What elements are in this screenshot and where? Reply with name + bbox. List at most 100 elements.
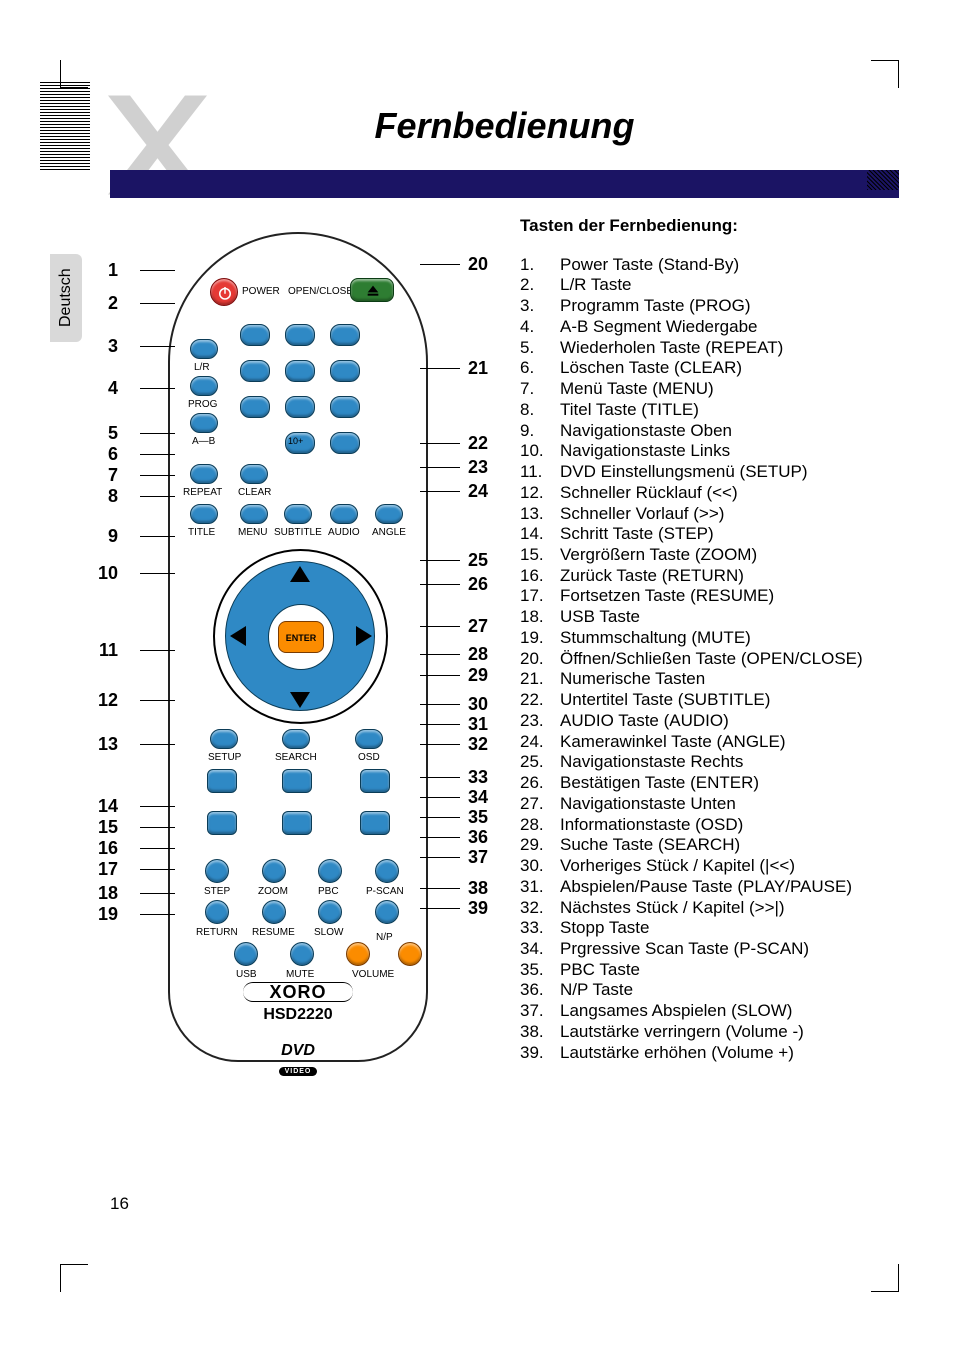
callout-line xyxy=(420,857,460,858)
callout-num-right: 36 xyxy=(468,827,494,848)
callout-num-right: 35 xyxy=(468,807,494,828)
list-item-text: Power Taste (Stand-By) xyxy=(560,255,899,276)
list-item-num: 7. xyxy=(520,379,560,400)
crop-mark xyxy=(871,1264,899,1292)
list-item: 1.Power Taste (Stand-By) xyxy=(520,255,899,276)
list-item-num: 35. xyxy=(520,960,560,981)
vol-minus-button xyxy=(398,942,422,966)
callout-line xyxy=(420,744,460,745)
list-item-num: 22. xyxy=(520,690,560,711)
list-item: 4.A-B Segment Wiedergabe xyxy=(520,317,899,338)
callout-line xyxy=(140,806,175,807)
callout-num-right: 38 xyxy=(468,878,494,899)
list-item-num: 5. xyxy=(520,338,560,359)
callout-num-left: 6 xyxy=(92,444,118,465)
callout-num-left: 4 xyxy=(92,378,118,399)
callout-line xyxy=(140,893,175,894)
callout-num-left: 18 xyxy=(92,883,118,904)
callout-line xyxy=(140,650,175,651)
osd-button xyxy=(355,729,383,749)
list-item-num: 25. xyxy=(520,752,560,773)
list-item: 20.Öffnen/Schließen Taste (OPEN/CLOSE) xyxy=(520,649,899,670)
angle-button xyxy=(375,504,403,524)
list-item-text: Informationstaste (OSD) xyxy=(560,815,899,836)
callout-line xyxy=(420,264,460,265)
list-item: 31.Abspielen/Pause Taste (PLAY/PAUSE) xyxy=(520,877,899,898)
ab-label: A—B xyxy=(192,436,215,447)
callout-line xyxy=(140,388,175,389)
pscan-button xyxy=(375,859,399,883)
menu-button xyxy=(240,504,268,524)
callout-line xyxy=(420,777,460,778)
tenplus-label: 10+ xyxy=(288,436,303,446)
list-item-text: Vergrößern Taste (ZOOM) xyxy=(560,545,899,566)
callout-line xyxy=(420,491,460,492)
list-item-num: 23. xyxy=(520,711,560,732)
list-item: 14.Schritt Taste (STEP) xyxy=(520,524,899,545)
model-name: HSD2220 xyxy=(170,1006,426,1024)
callout-num-left: 13 xyxy=(92,734,118,755)
callout-num-left: 16 xyxy=(92,838,118,859)
callout-line xyxy=(420,654,460,655)
np-button xyxy=(375,900,399,924)
power-button xyxy=(210,278,238,306)
list-item-num: 10. xyxy=(520,441,560,462)
audio-label: AUDIO xyxy=(328,527,360,538)
setup-button xyxy=(210,729,238,749)
np-label: N/P xyxy=(376,932,393,943)
callout-num-right: 33 xyxy=(468,767,494,788)
prog-label: PROG xyxy=(188,399,217,410)
callout-num-right: 30 xyxy=(468,694,494,715)
rewind-button xyxy=(207,769,237,793)
callout-num-left: 5 xyxy=(92,423,118,444)
callout-num-right: 28 xyxy=(468,644,494,665)
enter-button: ENTER xyxy=(278,621,324,653)
list-item: 22.Untertitel Taste (SUBTITLE) xyxy=(520,690,899,711)
list-item: 36.N/P Taste xyxy=(520,980,899,1001)
callout-line xyxy=(420,908,460,909)
list-item-text: Zurück Taste (RETURN) xyxy=(560,566,899,587)
list-item: 34.Prgressive Scan Taste (P-SCAN) xyxy=(520,939,899,960)
callout-num-left: 12 xyxy=(92,690,118,711)
list-item: 8.Titel Taste (TITLE) xyxy=(520,400,899,421)
callout-line xyxy=(420,888,460,889)
callout-line xyxy=(420,560,460,561)
callout-num-right: 27 xyxy=(468,616,494,637)
list-item: 23.AUDIO Taste (AUDIO) xyxy=(520,711,899,732)
callout-num-right: 34 xyxy=(468,787,494,808)
list-item-num: 16. xyxy=(520,566,560,587)
nav-up-icon xyxy=(290,566,310,582)
nav-right-icon xyxy=(356,626,372,646)
callout-num-right: 21 xyxy=(468,358,494,379)
list-item: 3.Programm Taste (PROG) xyxy=(520,296,899,317)
list-item-text: N/P Taste xyxy=(560,980,899,1001)
return-label: RETURN xyxy=(196,927,238,938)
list-item: 24.Kamerawinkel Taste (ANGLE) xyxy=(520,732,899,753)
mute-label: MUTE xyxy=(286,969,314,980)
callout-line xyxy=(140,869,175,870)
callout-num-left: 2 xyxy=(92,293,118,314)
callout-line xyxy=(140,454,175,455)
num-3 xyxy=(330,324,360,346)
list-item-text: Schneller Vorlauf (>>) xyxy=(560,504,899,525)
num-4 xyxy=(240,360,270,382)
callout-num-left: 1 xyxy=(92,260,118,281)
list-item: 27.Navigationstaste Unten xyxy=(520,794,899,815)
title-label: TITLE xyxy=(188,527,215,538)
button-list: 1.Power Taste (Stand-By)2.L/R Taste3.Pro… xyxy=(520,255,899,1064)
callout-line xyxy=(140,346,175,347)
nav-down-icon xyxy=(290,692,310,708)
subtitle-button xyxy=(284,504,312,524)
list-item-text: Navigationstaste Links xyxy=(560,441,899,462)
callout-num-left: 10 xyxy=(92,563,118,584)
list-item: 35.PBC Taste xyxy=(520,960,899,981)
pscan-label: P-SCAN xyxy=(366,886,404,897)
list-item: 12.Schneller Rücklauf (<<) xyxy=(520,483,899,504)
num-5 xyxy=(285,360,315,382)
angle-label: ANGLE xyxy=(372,527,406,538)
callout-line xyxy=(140,914,175,915)
list-item-text: Stummschaltung (MUTE) xyxy=(560,628,899,649)
list-item-num: 26. xyxy=(520,773,560,794)
eject-button xyxy=(350,278,394,302)
callout-num-left: 8 xyxy=(92,486,118,507)
